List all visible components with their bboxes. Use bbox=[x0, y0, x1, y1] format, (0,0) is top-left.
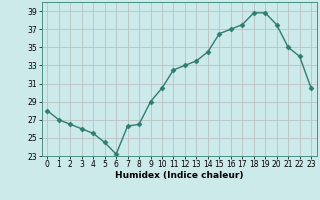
X-axis label: Humidex (Indice chaleur): Humidex (Indice chaleur) bbox=[115, 171, 244, 180]
